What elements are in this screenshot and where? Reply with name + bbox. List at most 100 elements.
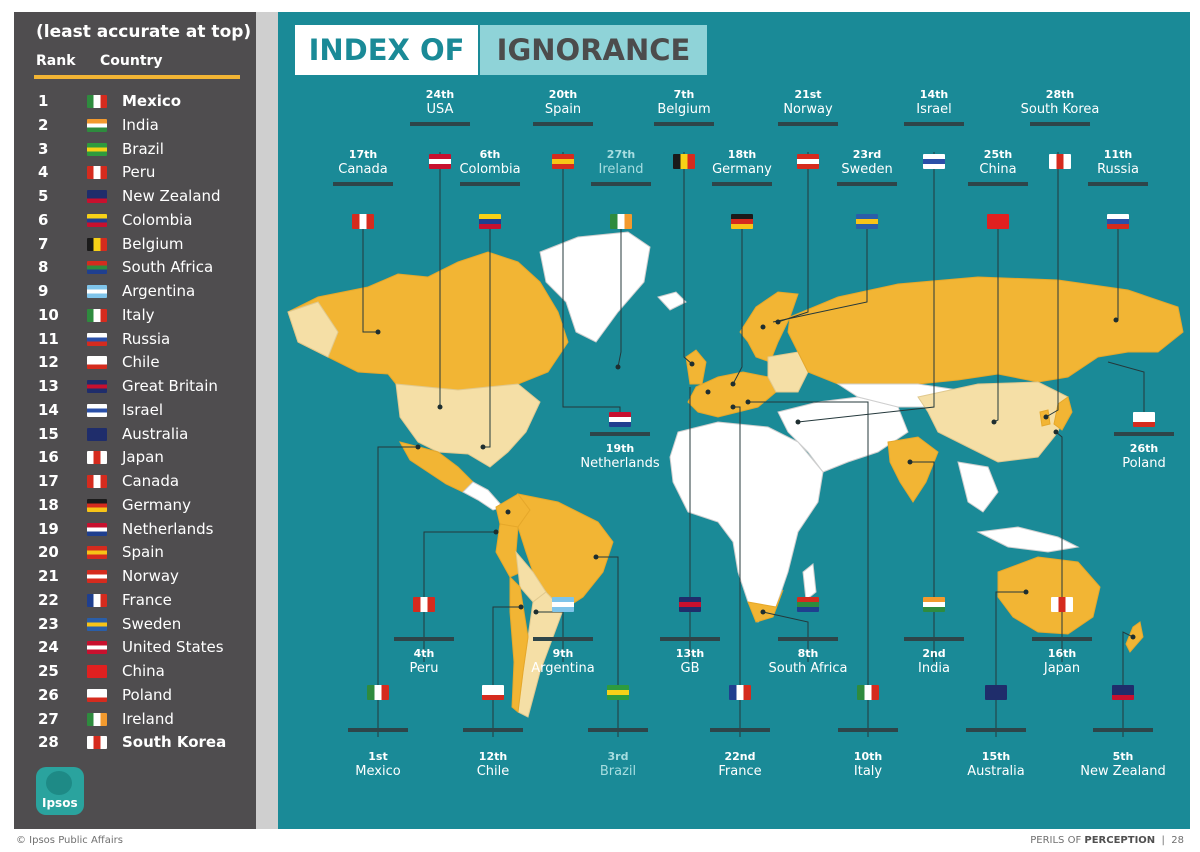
country-name: Russia	[122, 329, 171, 348]
country-name: Norway	[122, 567, 179, 585]
rank-number: 28	[38, 733, 59, 752]
callout-bar	[968, 182, 1028, 186]
callout-country: Canada	[338, 162, 388, 177]
country-name: United States	[122, 638, 224, 657]
callout-label: 8th South Africa	[748, 647, 868, 677]
rank-number: 20	[38, 543, 59, 562]
callout-rank: 1st	[368, 750, 388, 763]
flag-icon	[731, 214, 753, 229]
flag-icon	[87, 142, 107, 156]
callout-country: Poland	[1122, 456, 1166, 471]
flag-icon	[87, 380, 107, 393]
landmass-indonesia	[976, 526, 1080, 553]
landmass-canada	[287, 251, 569, 393]
callout-label: 17th Canada	[303, 148, 423, 178]
flag-icon	[87, 593, 107, 607]
rank-row: 12 Chile	[14, 351, 256, 375]
rank-row: 15 Australia	[14, 423, 256, 447]
callout-rank: 26th	[1129, 442, 1159, 455]
callout-bar	[533, 122, 593, 126]
flag-icon	[87, 451, 107, 465]
country-name: Chile	[122, 353, 160, 372]
callout-bar	[710, 728, 770, 732]
rank-row: 23 Sweden	[14, 613, 256, 637]
flag-icon	[87, 641, 107, 655]
flag-icon	[1049, 154, 1071, 169]
flag-icon	[797, 597, 819, 612]
flag-icon	[1133, 412, 1155, 427]
rank-number: 15	[38, 424, 59, 443]
country-name: Colombia	[122, 210, 193, 229]
landmass-south-africa	[747, 589, 784, 623]
callout-rank: 25th	[983, 148, 1013, 161]
callout-rank: 24th	[425, 88, 455, 101]
callout-bar	[1030, 122, 1090, 126]
flag-icon	[856, 214, 878, 229]
callout-label: 27th Ireland	[561, 148, 681, 178]
flag-icon	[87, 213, 107, 227]
rank-row: 5 New Zealand	[14, 185, 256, 209]
callout-rank: 11th	[1103, 148, 1133, 161]
callout-bar	[463, 728, 523, 732]
rank-number: 11	[38, 329, 59, 348]
series-prefix: PERILS OF	[1030, 835, 1085, 846]
flag-icon	[923, 597, 945, 612]
callout-rank: 7th	[673, 88, 695, 101]
flag-icon	[87, 285, 107, 298]
callout-label: 24th USA	[380, 88, 500, 118]
country-name: Netherlands	[122, 519, 214, 538]
flag-icon	[1107, 214, 1129, 229]
rank-number: 4	[38, 163, 49, 182]
callout-country: Peru	[409, 661, 439, 676]
callout-country: Brazil	[599, 764, 637, 779]
callout-label: 13th GB	[630, 647, 750, 677]
callout-bar	[778, 122, 838, 126]
callout-rank: 18th	[727, 148, 757, 161]
callout-label: 28th South Korea	[1000, 88, 1120, 118]
landmass-alaska	[287, 301, 339, 358]
rank-row: 13 Great Britain	[14, 375, 256, 399]
title-index-of: INDEX OF	[295, 25, 478, 75]
callout-country: Chile	[476, 764, 510, 779]
rank-number: 3	[38, 139, 49, 158]
callout-bar	[660, 637, 720, 641]
rank-row: 17 Canada	[14, 470, 256, 494]
title-ignorance: IGNORANCE	[480, 25, 707, 75]
landmass-russia	[787, 276, 1184, 388]
callout-rank: 23rd	[852, 148, 882, 161]
rank-row: 26 Poland	[14, 684, 256, 708]
callout-rank: 13th	[675, 647, 705, 660]
country-name: New Zealand	[122, 187, 221, 205]
rank-number: 14	[38, 400, 59, 419]
callout-label: 16th Japan	[1002, 647, 1122, 677]
rank-number: 5	[38, 187, 49, 205]
country-name: India	[122, 115, 159, 134]
flag-icon	[610, 214, 632, 229]
footer-separator: |	[1161, 835, 1165, 846]
rank-number: 2	[38, 115, 49, 134]
country-name: Sweden	[122, 614, 182, 633]
callout-country: Israel	[916, 102, 952, 117]
callout-label: 22nd France	[680, 750, 800, 780]
callout-label: 4th Peru	[364, 647, 484, 677]
callout-country: Spain	[544, 102, 582, 117]
callout-label: 1st Mexico	[318, 750, 438, 780]
rank-row: 19 Netherlands	[14, 518, 256, 542]
callout-rank: 4th	[413, 647, 435, 660]
country-name: Belgium	[122, 234, 184, 253]
callout-country: Colombia	[459, 162, 521, 177]
ipsos-logo: Ipsos	[36, 767, 84, 815]
flag-icon	[429, 154, 451, 169]
flag-icon	[679, 597, 701, 612]
rank-number: 23	[38, 614, 59, 633]
rank-row: 20 Spain	[14, 541, 256, 565]
callout-label: 11th Russia	[1058, 148, 1178, 178]
landmass-africa	[669, 421, 824, 623]
rank-row: 21 Norway	[14, 565, 256, 589]
rank-column-header: Rank	[36, 53, 76, 69]
rank-row: 6 Colombia	[14, 209, 256, 233]
callout-country: Germany	[712, 162, 772, 177]
landmass-madagascar	[802, 563, 817, 601]
rank-number: 9	[38, 282, 49, 300]
flag-icon	[87, 736, 107, 750]
